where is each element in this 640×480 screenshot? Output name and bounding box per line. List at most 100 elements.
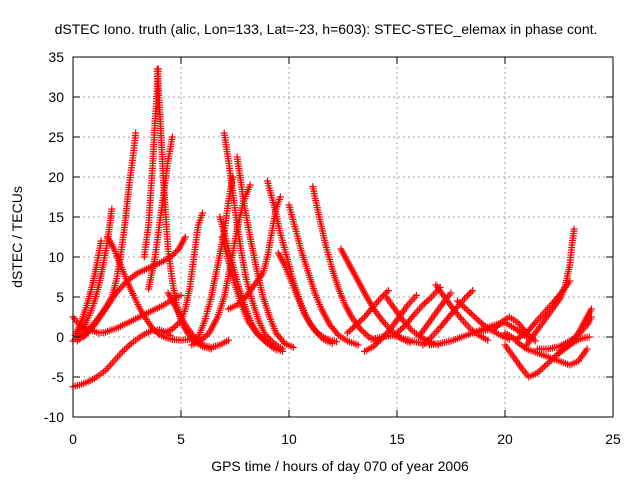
data-point: [424, 296, 432, 304]
data-point: [484, 336, 492, 344]
data-point: [426, 295, 434, 303]
data-point: [173, 247, 181, 255]
data-point: [114, 287, 122, 295]
data-point: [393, 329, 401, 337]
data-point: [358, 327, 366, 335]
data-point: [465, 290, 473, 298]
data-point: [354, 319, 362, 327]
data-point: [77, 334, 85, 342]
data-point: [117, 284, 125, 292]
data-point: [122, 344, 130, 352]
y-tick-label: 25: [48, 129, 64, 145]
data-point: [174, 320, 182, 328]
series-arc-25: [361, 291, 420, 355]
data-point: [471, 313, 479, 321]
data-point: [83, 330, 91, 338]
data-point: [154, 329, 162, 337]
data-point: [115, 286, 123, 294]
data-point: [395, 327, 403, 335]
data-point: [168, 133, 176, 141]
data-point: [132, 129, 140, 137]
y-tick-label: 20: [48, 169, 64, 185]
data-point: [355, 318, 363, 326]
x-tick-label: 10: [281, 431, 297, 447]
data-point: [172, 248, 180, 256]
data-point: [199, 209, 207, 217]
data-point: [542, 361, 550, 369]
data-point: [400, 323, 408, 331]
data-point: [240, 295, 248, 303]
data-point: [168, 325, 176, 333]
data-point: [492, 323, 500, 331]
data-point: [467, 310, 475, 318]
series-arc-16: [233, 153, 297, 351]
data-point: [530, 320, 538, 328]
data-point: [360, 328, 368, 336]
data-point: [352, 321, 360, 329]
data-point: [424, 336, 432, 344]
data-point: [419, 341, 427, 349]
data-point: [198, 335, 206, 343]
data-point: [177, 291, 185, 299]
data-point: [447, 289, 455, 297]
data-point: [170, 323, 178, 331]
series-arc-22: [274, 249, 341, 346]
data-point: [354, 341, 362, 349]
data-point: [467, 288, 475, 296]
data-point: [455, 299, 463, 307]
data-point: [544, 359, 552, 367]
data-point: [289, 343, 297, 351]
data-point: [585, 333, 593, 341]
data-point: [112, 289, 120, 297]
data-point: [73, 337, 81, 345]
data-point: [412, 291, 420, 299]
data-point: [361, 330, 369, 338]
data-point: [490, 325, 498, 333]
series-arc-37: [512, 337, 591, 369]
data-point: [453, 297, 461, 305]
data-point: [421, 339, 429, 347]
x-tick-label: 0: [69, 431, 77, 447]
x-tick-label: 5: [177, 431, 185, 447]
data-point: [347, 326, 355, 334]
data-point: [459, 302, 467, 310]
y-axis-title: dSTEC / TECUs: [9, 186, 25, 288]
data-point: [398, 324, 406, 332]
data-point: [472, 315, 480, 323]
data-point: [356, 325, 364, 333]
data-point: [460, 303, 468, 311]
x-tick-label: 20: [497, 431, 513, 447]
data-point: [168, 251, 176, 259]
data-point: [422, 338, 430, 346]
data-point: [80, 333, 88, 341]
data-point: [478, 319, 486, 327]
data-point: [233, 301, 241, 309]
y-tick-label: 0: [56, 329, 64, 345]
data-point: [172, 322, 180, 330]
series-arc-4: [71, 237, 105, 339]
data-point: [462, 293, 470, 301]
data-point: [86, 326, 94, 334]
data-point: [494, 322, 502, 330]
data-point: [419, 301, 427, 309]
y-tick-label: -5: [52, 369, 65, 385]
data-point: [495, 320, 503, 328]
data-point: [258, 334, 266, 342]
data-point: [202, 332, 210, 340]
data-point: [539, 364, 547, 372]
y-tick-label: 10: [48, 249, 64, 265]
data-point: [235, 299, 243, 307]
series-arc-3: [69, 205, 116, 345]
data-point: [396, 326, 404, 334]
data-point: [343, 329, 351, 337]
data-point: [357, 316, 365, 324]
data-point: [545, 358, 553, 366]
data-point: [587, 305, 595, 313]
data-point: [126, 341, 134, 349]
data-point: [120, 346, 128, 354]
data-point: [359, 315, 367, 323]
data-point: [175, 319, 183, 327]
